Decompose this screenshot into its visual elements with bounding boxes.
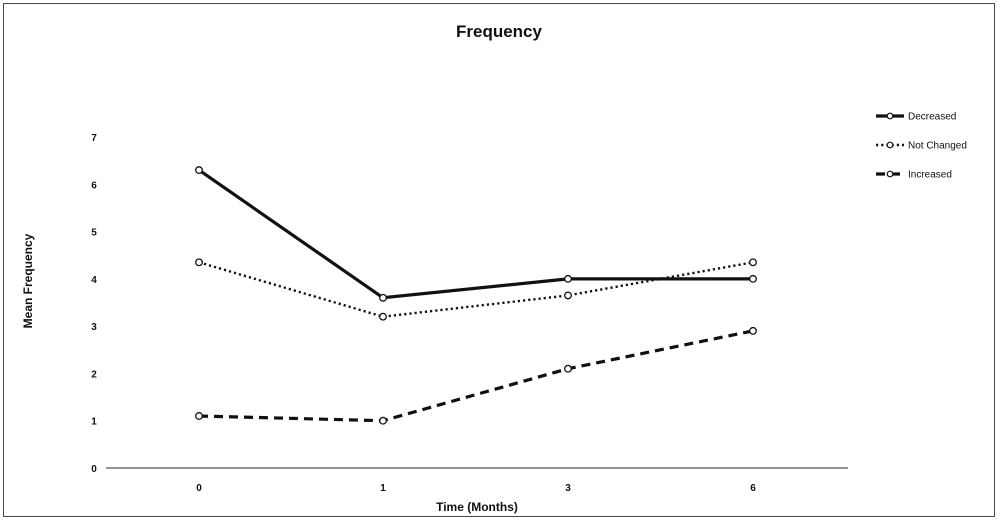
data-point-not-changed <box>195 258 203 267</box>
y-tick-label: 3 <box>91 322 97 333</box>
data-point-not-changed <box>564 291 572 300</box>
legend-marker-not-changed <box>886 141 894 149</box>
series-layer <box>195 166 757 425</box>
legend-label-increased: Increased <box>908 170 952 181</box>
legend-item-increased: Increased <box>876 170 952 181</box>
x-tick-label: 3 <box>565 483 571 494</box>
data-point-not-changed <box>749 258 757 267</box>
legend-label-not-changed: Not Changed <box>908 141 967 152</box>
chart-title: Frequency <box>456 22 543 41</box>
series-line-increased <box>198 329 754 423</box>
y-tick-label: 2 <box>91 369 97 380</box>
x-tick-label: 0 <box>196 483 202 494</box>
legend-marker-decreased <box>886 112 894 120</box>
series-line-decreased <box>198 168 753 300</box>
data-point-decreased <box>749 274 757 283</box>
x-tick-label: 6 <box>750 483 756 494</box>
legend: Decreased Not Changed Increased <box>876 112 967 181</box>
y-tick-label: 1 <box>91 417 97 428</box>
legend-item-decreased: Decreased <box>876 112 956 123</box>
data-point-increased <box>564 364 572 373</box>
series-not-changed <box>195 258 757 321</box>
x-tick-label: 1 <box>380 483 386 494</box>
data-point-not-changed <box>379 312 387 321</box>
legend-item-not-changed: Not Changed <box>876 141 967 152</box>
y-axis-ticks: 0 1 2 3 4 5 6 7 <box>91 133 97 475</box>
data-point-increased <box>195 412 203 420</box>
legend-marker-increased <box>886 170 894 178</box>
series-increased <box>195 326 757 425</box>
y-tick-label: 4 <box>91 275 97 286</box>
y-tick-label: 0 <box>91 464 97 475</box>
legend-label-decreased: Decreased <box>908 112 956 123</box>
data-point-decreased <box>379 293 387 302</box>
y-axis-label: Mean Frequency <box>21 233 35 328</box>
y-tick-label: 5 <box>91 228 97 239</box>
series-decreased <box>195 166 757 302</box>
data-point-decreased <box>564 274 572 283</box>
x-axis-label: Time (Months) <box>436 500 518 514</box>
y-tick-label: 6 <box>91 180 97 191</box>
y-tick-label: 7 <box>91 133 97 144</box>
x-axis-ticks: 0 1 3 6 <box>196 483 756 494</box>
data-point-increased <box>379 416 387 425</box>
chart-frame <box>3 3 995 517</box>
data-point-decreased <box>195 166 203 175</box>
data-point-increased <box>749 326 757 335</box>
